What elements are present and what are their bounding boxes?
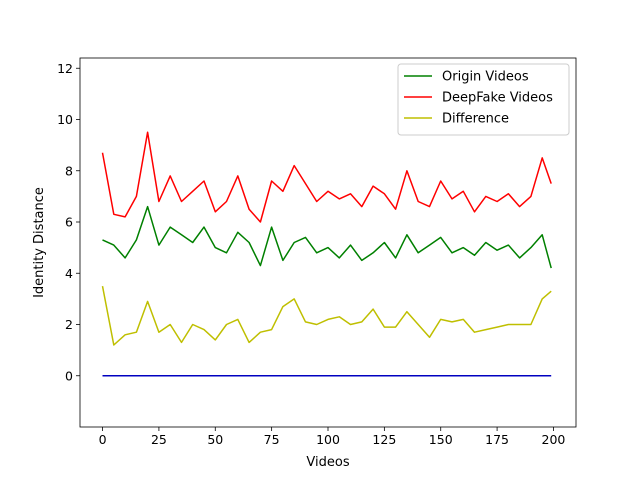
legend-label: Origin Videos <box>442 70 529 85</box>
x-tick-label: 50 <box>207 432 223 447</box>
x-tick-label: 0 <box>99 432 107 447</box>
legend-box <box>397 63 570 136</box>
x-axis-title: Videos <box>306 455 349 470</box>
x-tick-label: 25 <box>151 432 167 447</box>
x-tick-label: 150 <box>429 432 453 447</box>
y-tick-label: 8 <box>65 163 73 178</box>
x-tick-label: 200 <box>542 432 566 447</box>
x-axis: 0 25 50 75 100 125 150 175 200 <box>99 427 566 447</box>
x-tick-label: 175 <box>485 432 509 447</box>
legend-label: Difference <box>442 112 509 127</box>
x-tick-label: 75 <box>264 432 280 447</box>
y-axis: 0 2 4 6 8 10 12 <box>57 61 80 383</box>
legend-label: DeepFake Videos <box>442 91 553 106</box>
y-tick-label: 4 <box>65 266 73 281</box>
series-line-difference <box>101 285 552 346</box>
y-axis-title: Identity Distance <box>32 187 47 298</box>
y-tick-label: 2 <box>65 317 73 332</box>
y-tick-label: 0 <box>65 368 73 383</box>
series-layer <box>101 131 552 377</box>
y-tick-label: 10 <box>57 112 73 127</box>
series-line-origin-videos <box>102 205 552 269</box>
x-tick-label: 125 <box>372 432 396 447</box>
x-tick-label: 100 <box>316 432 340 447</box>
y-tick-label: 6 <box>65 215 73 230</box>
y-tick-label: 12 <box>57 61 73 76</box>
legend: Origin Videos DeepFake Videos Difference <box>397 63 570 136</box>
series-line-deepfake-videos <box>101 131 552 223</box>
